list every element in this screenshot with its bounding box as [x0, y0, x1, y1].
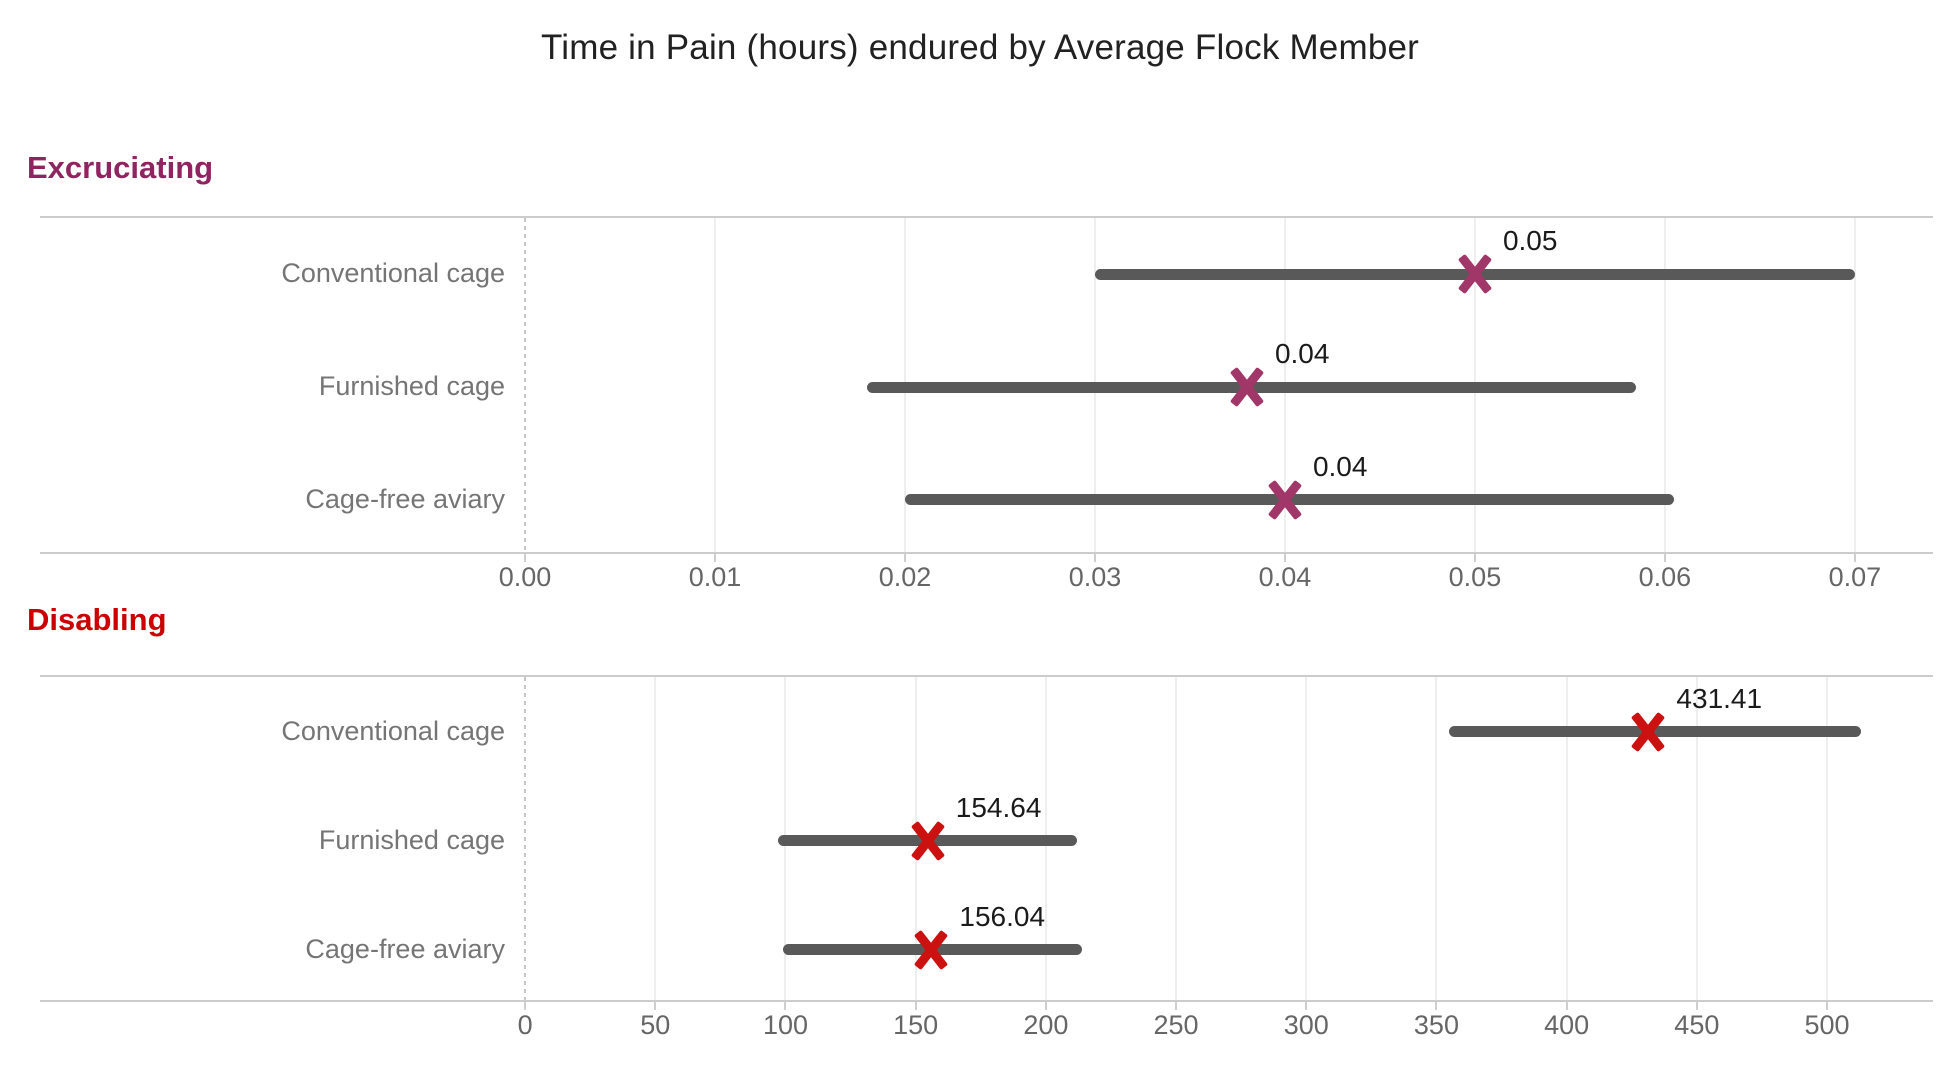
axis-tick-label: 400	[1544, 1010, 1590, 1040]
axis-tick-mark	[1435, 1002, 1438, 1010]
point-estimate-value-label: 156.04	[959, 900, 1046, 932]
axis-tick-mark	[903, 554, 906, 562]
axis-tick-mark	[654, 1002, 657, 1010]
point-estimate-x-marker	[1267, 479, 1303, 520]
point-estimate-x-marker	[910, 820, 945, 861]
axis-tick-label: 0.00	[498, 562, 552, 592]
category-label-excruciating: Conventional cage	[281, 258, 505, 289]
gridline	[1853, 218, 1856, 552]
axis-tick-label: 200	[1023, 1010, 1069, 1040]
chart-title: Time in Pain (hours) endured by Average …	[540, 28, 1420, 67]
gridline	[654, 677, 657, 1000]
category-label-disabling: Conventional cage	[281, 715, 505, 746]
axis-tick-label: 300	[1283, 1010, 1329, 1040]
gridline	[1565, 677, 1568, 1000]
axis-tick-label: 0.02	[878, 562, 932, 592]
axis-tick-label: 0.05	[1448, 562, 1502, 592]
category-label-disabling: Furnished cage	[318, 824, 505, 855]
gridline	[1826, 677, 1829, 1000]
axis-tick-mark	[714, 554, 716, 562]
axis-tick-label: 250	[1153, 1010, 1199, 1040]
axis-tick-label: 450	[1674, 1010, 1720, 1040]
gridline	[1305, 677, 1308, 1000]
point-estimate-x-marker	[1229, 366, 1265, 408]
point-estimate-value-label: 0.04	[1274, 338, 1330, 369]
axis-tick-mark	[1175, 1002, 1178, 1010]
gridline	[1663, 218, 1666, 552]
axis-tick-mark	[784, 1002, 787, 1010]
gridline	[1175, 677, 1178, 1000]
axis-tick-label: 350	[1413, 1010, 1459, 1040]
axis-tick-mark	[1305, 1002, 1308, 1010]
axis-tick-label: 0.06	[1638, 562, 1692, 592]
axis-tick-mark	[1826, 1002, 1829, 1010]
axis-tick-label: 0.01	[688, 562, 742, 592]
category-label-excruciating: Cage-free aviary	[305, 483, 505, 514]
axis-tick-mark	[914, 1002, 917, 1010]
point-estimate-value-label: 0.05	[1502, 225, 1558, 257]
zero-reference-line	[524, 677, 527, 1000]
panel-excruciating: Conventional cage 0.05 Furnished cage 0.04 C…	[40, 216, 1933, 562]
axis-tick-mark	[1283, 554, 1286, 562]
axis-tick-label: 0.03	[1068, 562, 1122, 592]
point-estimate-x-marker	[914, 929, 949, 970]
point-estimate-value-label: 0.04	[1312, 450, 1368, 482]
axis-tick-mark	[1093, 554, 1096, 562]
panel-disabling: Conventional cage 431.41 Furnished cage 154…	[40, 675, 1933, 1010]
axis-tick-label: 0.04	[1258, 562, 1312, 592]
panel-header-disabling: Disabling	[27, 602, 167, 637]
axis-tick-mark	[1663, 554, 1666, 562]
x-axis-excruciating: 0.00 0.01 0.02 0.03 0.04 0.05 0.06 0.07	[40, 562, 1933, 596]
axis-tick-mark	[1853, 554, 1856, 562]
axis-tick-mark	[1473, 554, 1476, 562]
axis-tick-label: 0	[517, 1010, 533, 1040]
gridline	[1435, 677, 1438, 1000]
gridline	[1695, 677, 1698, 1000]
zero-reference-line	[524, 218, 527, 552]
axis-tick-label: 500	[1804, 1010, 1850, 1040]
category-label-disabling: Cage-free aviary	[305, 933, 505, 964]
axis-tick-mark	[1044, 1002, 1047, 1010]
uncertainty-range-bar	[1449, 726, 1861, 737]
point-estimate-value-label: 431.41	[1676, 682, 1763, 714]
point-estimate-x-marker	[1631, 711, 1666, 752]
x-axis-disabling: 0 50 100 150 200 250 300 350 400 450 500	[40, 1010, 1933, 1044]
panel-header-excruciating: Excruciating	[27, 150, 214, 185]
point-estimate-x-marker	[1457, 254, 1493, 295]
axis-tick-mark	[1565, 1002, 1568, 1010]
axis-tick-label: 150	[893, 1010, 939, 1040]
axis-tick-label: 0.07	[1828, 562, 1882, 592]
axis-tick-mark	[524, 1002, 527, 1010]
axis-tick-mark	[1695, 1002, 1698, 1010]
axis-tick-label: 100	[762, 1010, 808, 1040]
category-label-excruciating: Furnished cage	[318, 371, 505, 401]
point-estimate-value-label: 154.64	[955, 791, 1042, 823]
axis-tick-label: 50	[640, 1010, 671, 1040]
gridline	[714, 218, 716, 552]
axis-tick-mark	[524, 554, 527, 562]
